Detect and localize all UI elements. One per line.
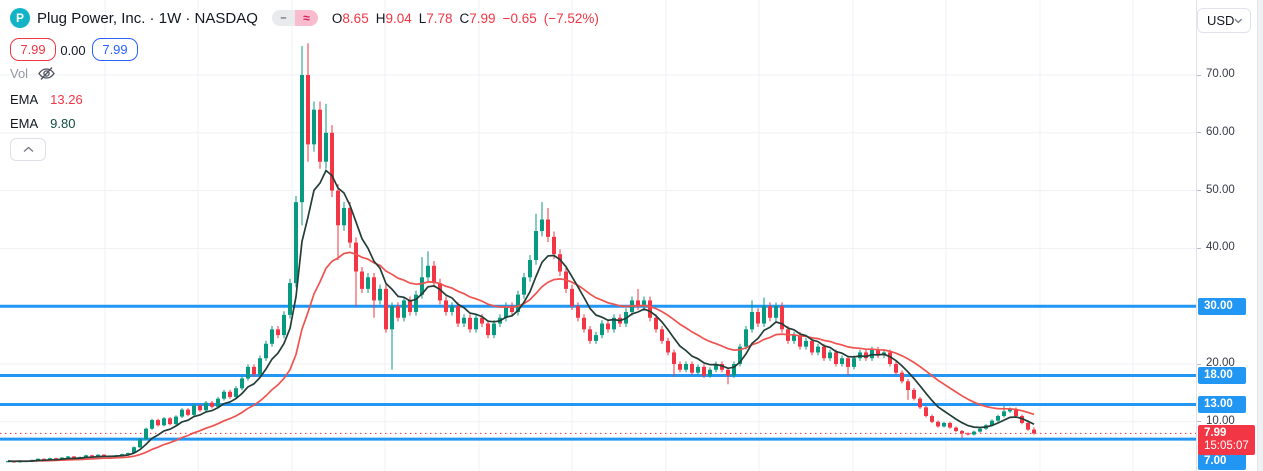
low-label: L (418, 10, 427, 26)
currency-value: USD (1207, 13, 1235, 28)
buy-button[interactable]: 7.99 (92, 38, 138, 61)
ema-slow-label: EMA (10, 92, 39, 107)
level-price-badge: 7.00 (1198, 452, 1246, 470)
ema-fast-line (7, 169, 1035, 463)
symbol-logo: P (10, 8, 30, 28)
axis-price-label: 70.00 (1206, 68, 1235, 80)
sell-button[interactable]: 7.99 (10, 38, 56, 61)
chevron-down-icon (1234, 18, 1243, 23)
level-price-badge: 13.00 (1198, 395, 1246, 413)
close-label: C (459, 10, 470, 26)
high-label: H (375, 10, 386, 26)
chevron-up-icon (23, 146, 33, 153)
level-price-badge: 30.00 (1198, 297, 1246, 315)
axis-price-label: 50.00 (1206, 183, 1235, 196)
chart-pane[interactable]: P Plug Power, Inc. · 1W · NASDAQ – ≈ O8.… (0, 0, 1196, 471)
open-label: O (331, 10, 343, 26)
axis-tick (1197, 74, 1201, 76)
ema-slow-row: EMA 13.26 (10, 92, 83, 107)
approx-indicator-icon[interactable]: ≈ (294, 10, 318, 26)
axis-price-label: 10.00 (1206, 414, 1235, 427)
axis-price-label: 60.00 (1206, 125, 1235, 138)
bar-countdown: 15:05:07 (1204, 440, 1249, 453)
price-axis[interactable]: 70.00 60.00 50.00 40.00 20.00 10.00 30.00 18.00… (1196, 0, 1258, 471)
axis-tick (1197, 132, 1201, 134)
axis-price-label: 40.00 (1206, 241, 1235, 254)
level-price-badge: 18.00 (1198, 367, 1246, 385)
volume-label: Vol (10, 66, 29, 81)
open-value: 8.65 (342, 10, 369, 26)
volume-indicator-row: Vol (10, 66, 56, 81)
candles (6, 43, 1036, 463)
axis-tick (1197, 421, 1201, 423)
ema-lines (7, 169, 1035, 463)
dash-indicator-icon[interactable]: – (271, 10, 295, 26)
axis-tick (1197, 247, 1201, 249)
close-value: 7.99 (469, 10, 496, 26)
ema-fast-row: EMA 9.80 (10, 116, 75, 131)
candlestick-chart[interactable] (0, 0, 1196, 471)
last-price-badge: 7.99 15:05:07 (1198, 425, 1255, 456)
grid-lines (0, 0, 1196, 471)
axis-price-label: 20.00 (1206, 357, 1235, 369)
axis-right-strip (1257, 0, 1263, 471)
high-value: 9.04 (385, 10, 412, 26)
symbol-title[interactable]: Plug Power, Inc. · 1W · NASDAQ (37, 9, 258, 27)
support-level-lines (0, 304, 1196, 441)
last-price-value: 7.99 (1204, 427, 1227, 440)
collapse-legend-button[interactable] (10, 138, 46, 161)
change-value: −0.65 (502, 10, 537, 26)
eye-off-icon[interactable] (37, 66, 56, 81)
symbol-header: P Plug Power, Inc. · 1W · NASDAQ – ≈ O8.… (10, 8, 599, 28)
axis-tick (1197, 190, 1201, 192)
axis-tick (1197, 363, 1201, 365)
ema-slow-line (7, 251, 1035, 463)
low-value: 7.78 (426, 10, 453, 26)
ohlc-values: O8.65 H9.04 L7.78 C7.99 −0.65 (−7.52%) (332, 11, 599, 26)
change-percent: (−7.52%) (543, 10, 599, 26)
ema-slow-value: 13.26 (50, 92, 83, 107)
spread-value: 0.00 (60, 42, 86, 58)
currency-selector[interactable]: USD (1197, 8, 1251, 33)
status-pills[interactable]: – ≈ (271, 10, 318, 26)
ema-fast-value: 9.80 (50, 116, 76, 131)
ema-fast-label: EMA (10, 116, 39, 131)
